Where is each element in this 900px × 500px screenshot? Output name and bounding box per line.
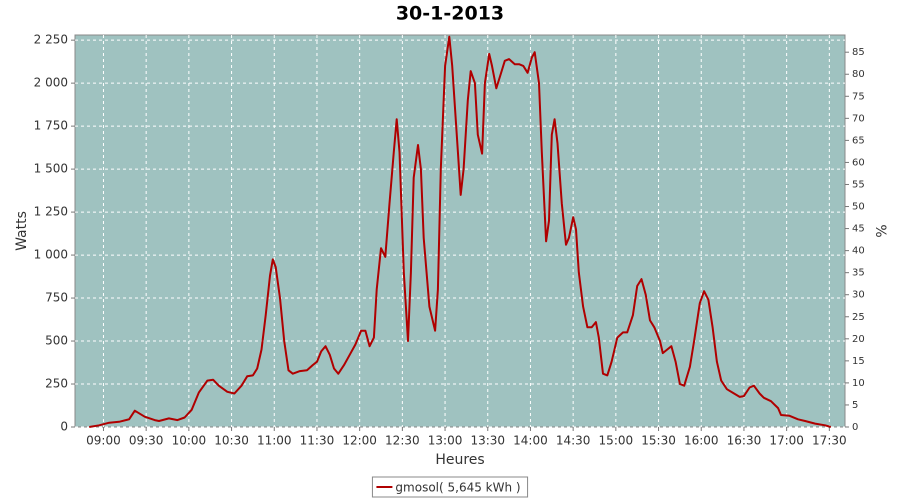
y2-tick-label: 20 <box>852 334 865 345</box>
x-tick-label: 10:00 <box>172 434 207 448</box>
x-axis-label: Heures <box>435 452 484 468</box>
legend-box <box>371 476 529 498</box>
x-tick-label: 12:30 <box>385 434 420 448</box>
y-tick-label: 1 500 <box>34 162 68 176</box>
x-tick-label: 14:30 <box>556 434 591 448</box>
x-tick-label: 11:30 <box>300 434 335 448</box>
y-tick-label: 1 000 <box>34 248 68 262</box>
y-tick-label: 2 000 <box>34 76 68 90</box>
y2-tick-label: 85 <box>852 47 865 58</box>
y-tick-label: 1 250 <box>34 205 68 219</box>
y2-tick-label: 80 <box>852 69 865 80</box>
y-tick-label: 750 <box>45 291 68 305</box>
x-tick-label: 17:30 <box>812 434 847 448</box>
x-tick-label: 17:00 <box>769 434 804 448</box>
y2-tick-label: 35 <box>852 268 865 279</box>
x-tick-label: 14:00 <box>513 434 548 448</box>
legend: gmosol( 5,645 kWh ) <box>371 476 529 498</box>
y2-tick-label: 5 <box>852 400 858 411</box>
x-tick-label: 12:00 <box>342 434 377 448</box>
y2-tick-label: 45 <box>852 224 865 235</box>
x-tick-label: 10:30 <box>214 434 249 448</box>
y2-tick-label: 70 <box>852 113 865 124</box>
y-tick-label: 2 250 <box>34 33 68 47</box>
legend-label: gmosol( 5,645 kWh ) <box>395 481 520 495</box>
x-tick-label: 09:30 <box>129 434 164 448</box>
y-tick-label: 500 <box>45 334 68 348</box>
y2-tick-label: 0 <box>852 422 858 433</box>
x-tick-label: 15:30 <box>641 434 676 448</box>
y2-tick-label: 50 <box>852 202 865 213</box>
x-tick-label: 16:00 <box>684 434 719 448</box>
y2-tick-label: 10 <box>852 378 865 389</box>
x-tick-label: 13:30 <box>470 434 505 448</box>
y-tick-label: 1 750 <box>34 119 68 133</box>
plot-area <box>74 34 846 428</box>
y2-tick-label: 25 <box>852 312 865 323</box>
x-tick-label: 16:30 <box>727 434 762 448</box>
x-tick-label: 09:00 <box>86 434 121 448</box>
x-tick-label: 11:00 <box>257 434 292 448</box>
y-axis-label: Watts <box>14 211 30 251</box>
x-tick-label: 13:00 <box>428 434 463 448</box>
y2-tick-label: 40 <box>852 246 865 257</box>
y2-axis-label: % <box>872 224 888 237</box>
y2-tick-label: 30 <box>852 290 865 301</box>
x-tick-label: 15:00 <box>599 434 634 448</box>
chart-title: 30-1-2013 <box>396 3 504 25</box>
y2-tick-label: 75 <box>852 91 865 102</box>
y2-tick-label: 65 <box>852 135 865 146</box>
data-line <box>89 35 832 428</box>
y2-tick-label: 55 <box>852 179 865 190</box>
y2-tick-label: 60 <box>852 157 865 168</box>
y-tick-label: 250 <box>45 377 68 391</box>
y-tick-label: 0 <box>60 420 68 434</box>
y2-tick-label: 15 <box>852 356 865 367</box>
